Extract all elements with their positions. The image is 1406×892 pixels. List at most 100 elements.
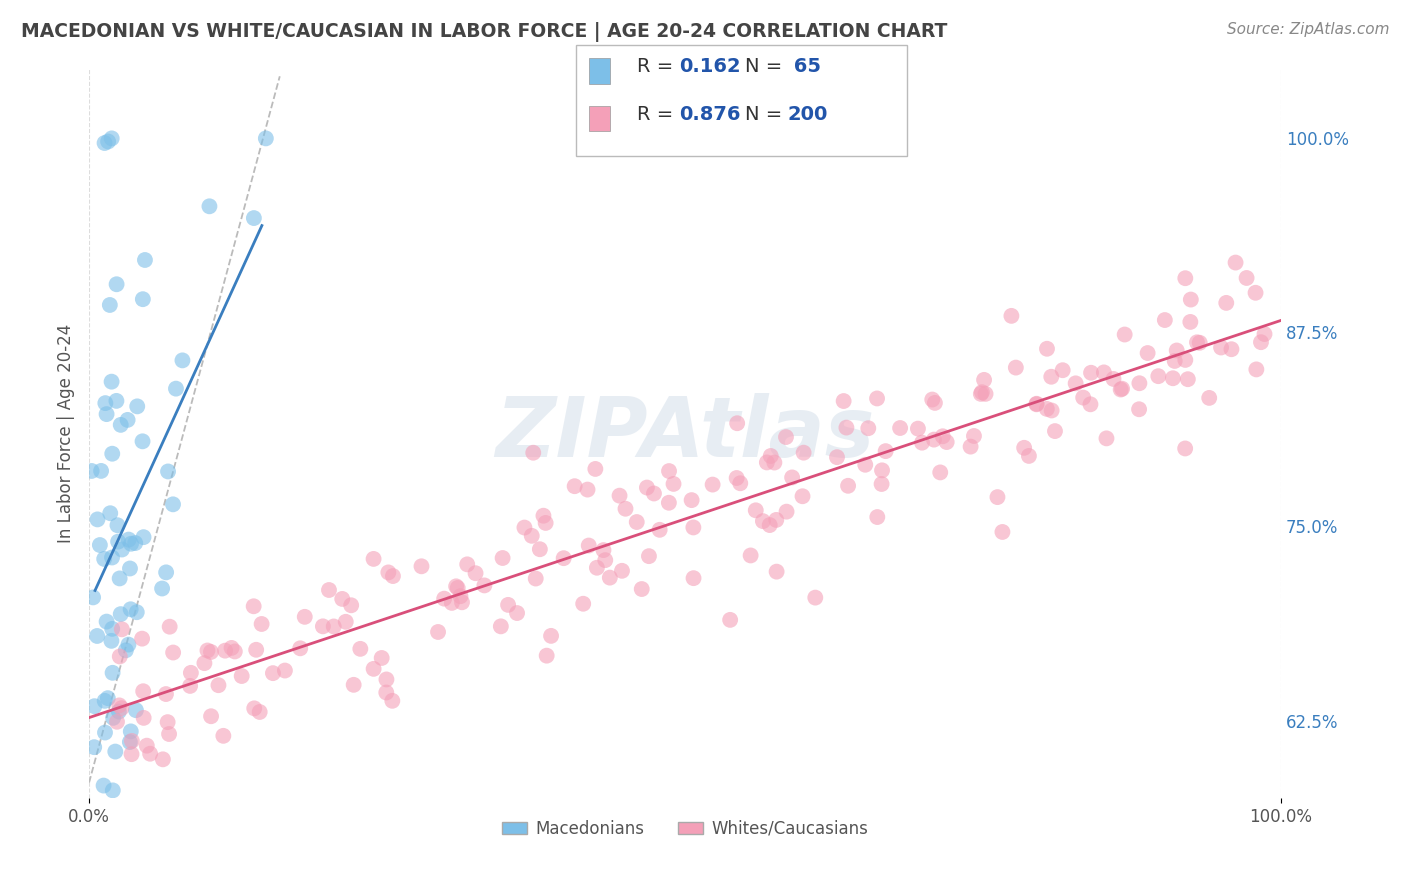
Point xyxy=(157,465,180,479)
Point xyxy=(765,513,787,527)
Point xyxy=(108,705,131,719)
Point xyxy=(243,701,266,715)
Point xyxy=(765,565,787,579)
Point xyxy=(124,536,146,550)
Point xyxy=(522,446,544,460)
Point xyxy=(221,640,243,655)
Point xyxy=(970,385,993,400)
Point xyxy=(870,463,893,477)
Point xyxy=(340,599,363,613)
Point xyxy=(318,582,340,597)
Text: 0.162: 0.162 xyxy=(679,57,741,76)
Point xyxy=(150,582,173,596)
Point xyxy=(105,393,128,408)
Text: 65: 65 xyxy=(787,57,821,76)
Point xyxy=(274,664,297,678)
Point xyxy=(207,678,229,692)
Point xyxy=(825,450,848,465)
Point xyxy=(730,476,752,491)
Point xyxy=(139,747,162,761)
Point xyxy=(381,694,404,708)
Point xyxy=(107,518,129,533)
Point xyxy=(1095,431,1118,445)
Point xyxy=(131,632,153,646)
Text: Source: ZipAtlas.com: Source: ZipAtlas.com xyxy=(1226,22,1389,37)
Point xyxy=(96,407,118,421)
Point xyxy=(1064,376,1087,391)
Point xyxy=(1244,285,1267,300)
Point xyxy=(866,510,889,524)
Point xyxy=(162,646,184,660)
Point xyxy=(1174,442,1197,456)
Point xyxy=(592,543,614,558)
Point xyxy=(86,512,108,526)
Point xyxy=(108,571,131,585)
Point xyxy=(658,464,681,478)
Point xyxy=(496,598,519,612)
Point xyxy=(1236,271,1258,285)
Point xyxy=(1012,441,1035,455)
Point xyxy=(682,571,704,585)
Point xyxy=(363,552,385,566)
Point xyxy=(1080,397,1102,411)
Point xyxy=(1036,342,1059,356)
Point xyxy=(93,779,115,793)
Point xyxy=(804,591,827,605)
Point xyxy=(752,514,775,528)
Point xyxy=(1040,403,1063,417)
Point xyxy=(243,211,266,225)
Point xyxy=(100,131,122,145)
Point xyxy=(1128,376,1150,391)
Point xyxy=(132,530,155,544)
Point xyxy=(115,643,138,657)
Point xyxy=(614,501,637,516)
Point xyxy=(725,471,748,485)
Y-axis label: In Labor Force | Age 20-24: In Labor Force | Age 20-24 xyxy=(58,324,75,543)
Point xyxy=(1109,383,1132,397)
Point xyxy=(1174,271,1197,285)
Point xyxy=(120,602,142,616)
Point xyxy=(1215,296,1237,310)
Point xyxy=(763,456,786,470)
Point xyxy=(1018,449,1040,463)
Point xyxy=(131,434,153,449)
Point xyxy=(593,553,616,567)
Point xyxy=(1163,354,1185,368)
Legend: Macedonians, Whites/Caucasians: Macedonians, Whites/Caucasians xyxy=(495,814,875,845)
Point xyxy=(1036,401,1059,416)
Point xyxy=(179,679,201,693)
Point xyxy=(370,651,392,665)
Point xyxy=(1136,346,1159,360)
Point xyxy=(1188,335,1211,350)
Point xyxy=(101,550,124,565)
Point xyxy=(572,597,595,611)
Point xyxy=(630,582,652,596)
Point xyxy=(758,518,780,533)
Text: N =: N = xyxy=(745,57,789,76)
Point xyxy=(198,199,221,213)
Point xyxy=(935,435,957,450)
Point xyxy=(1220,343,1243,357)
Point xyxy=(155,687,177,701)
Point xyxy=(447,581,470,595)
Point xyxy=(1102,372,1125,386)
Text: R =: R = xyxy=(637,104,679,123)
Point xyxy=(534,516,557,530)
Point xyxy=(96,615,118,629)
Point xyxy=(377,566,399,580)
Point xyxy=(524,572,547,586)
Point xyxy=(924,396,946,410)
Point xyxy=(929,466,952,480)
Point xyxy=(875,444,897,458)
Point xyxy=(107,534,129,549)
Point xyxy=(104,745,127,759)
Point xyxy=(110,701,132,715)
Point xyxy=(100,375,122,389)
Point xyxy=(89,538,111,552)
Point xyxy=(1166,343,1188,358)
Point xyxy=(427,624,450,639)
Point xyxy=(1174,353,1197,368)
Point xyxy=(200,645,222,659)
Point xyxy=(536,648,558,663)
Point xyxy=(110,417,132,432)
